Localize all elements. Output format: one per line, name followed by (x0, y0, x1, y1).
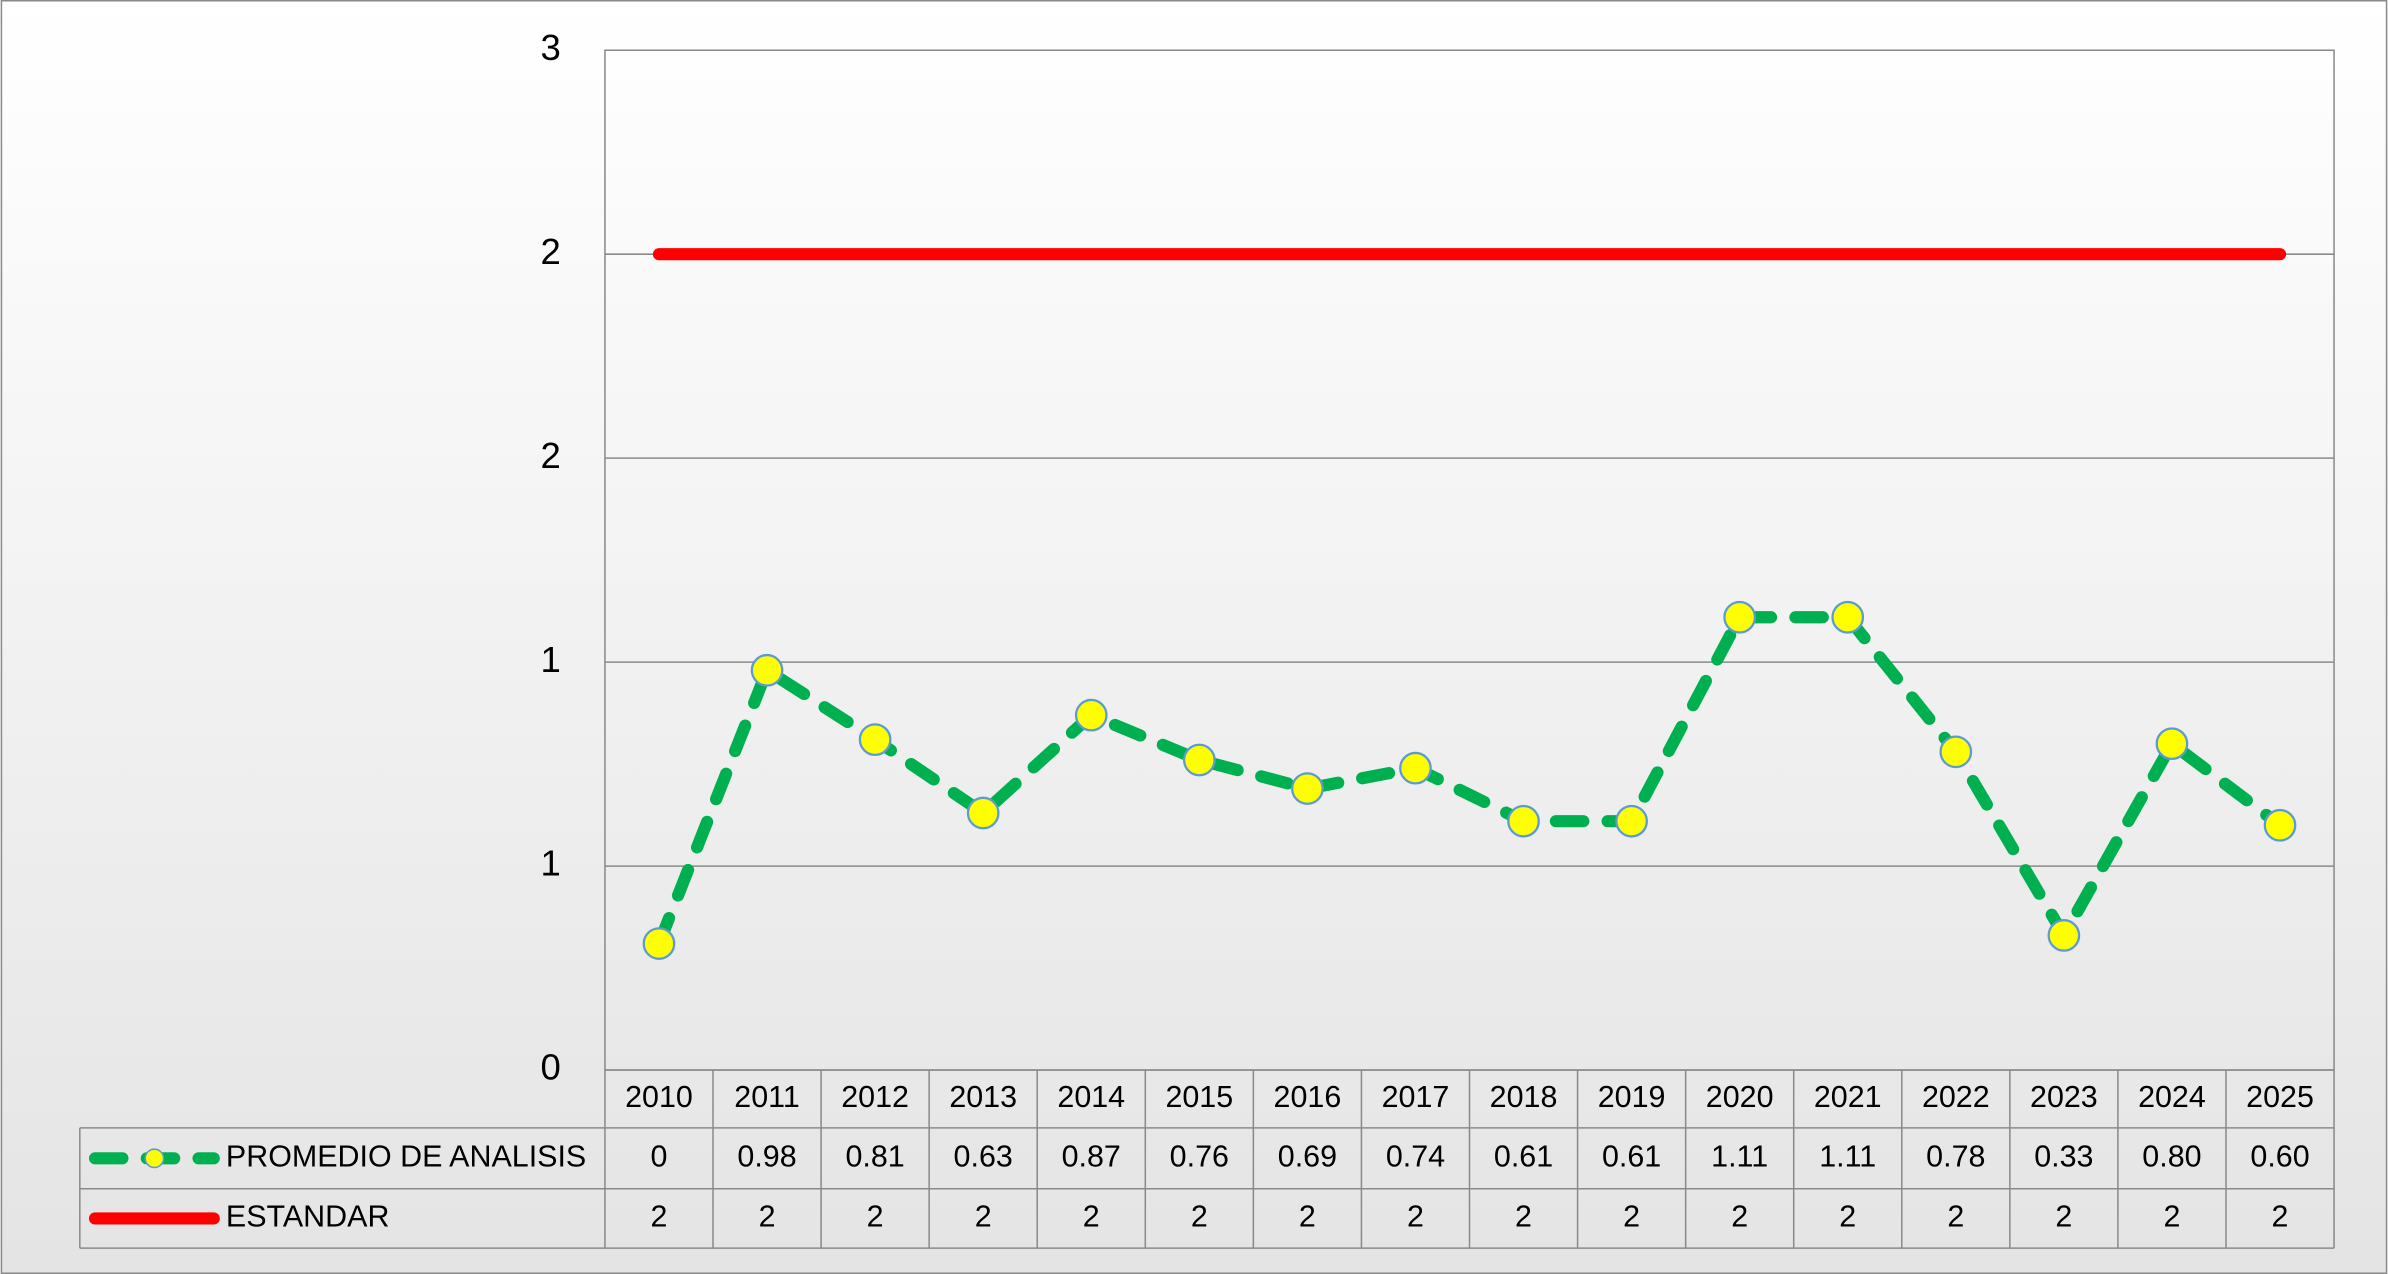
table-value: 1.11 (1819, 1139, 1876, 1173)
table-value: 1.11 (1711, 1139, 1768, 1173)
table-value: 2 (975, 1199, 992, 1233)
marker (1615, 804, 1648, 838)
x-tick-label: 2023 (2030, 1080, 2098, 1114)
table-value: 0.74 (1386, 1139, 1445, 1173)
table-value: 0.78 (1926, 1139, 1985, 1173)
marker (1723, 600, 1757, 634)
table-value: 0.61 (1602, 1139, 1661, 1173)
table-value: 0 (651, 1139, 668, 1173)
marker (1182, 743, 1216, 777)
table-value: 2 (1407, 1199, 1424, 1233)
x-tick-label: 2013 (949, 1080, 1017, 1114)
table-value: 0.63 (954, 1139, 1013, 1173)
marker (1291, 772, 1324, 805)
marker (1939, 735, 1973, 769)
table-value: 0.33 (2034, 1139, 2093, 1173)
y-tick-label: 2 (540, 435, 560, 476)
x-tick-label: 2010 (625, 1080, 693, 1114)
table-value: 2 (759, 1199, 776, 1233)
table-value: 0.81 (845, 1139, 904, 1173)
x-tick-label: 2011 (734, 1080, 799, 1114)
table-value: 2 (1623, 1199, 1640, 1233)
table-value: 0.69 (1278, 1139, 1337, 1173)
y-tick-label: 0 (540, 1047, 560, 1088)
x-tick-label: 2022 (1922, 1080, 1990, 1114)
marker (642, 927, 676, 960)
table-value: 2 (1947, 1199, 1964, 1233)
legend-label: PROMEDIO DE ANALISIS (226, 1139, 586, 1173)
y-tick-label: 2 (540, 231, 560, 272)
table-value: 0.76 (1170, 1139, 1229, 1173)
table-value: 0.60 (2250, 1139, 2309, 1173)
table-value: 0.61 (1494, 1139, 1553, 1173)
x-tick-label: 2021 (1814, 1080, 1882, 1114)
marker (1831, 600, 1865, 634)
table-value: 2 (1731, 1199, 1748, 1233)
table-value: 2 (1299, 1199, 1316, 1233)
legend-label: ESTANDAR (226, 1199, 389, 1233)
marker (1074, 698, 1108, 732)
y-tick-label: 3 (540, 27, 560, 68)
y-tick-label: 1 (540, 639, 560, 680)
table-value: 2 (2055, 1199, 2072, 1233)
table-value: 2 (867, 1199, 884, 1233)
x-tick-label: 2019 (1598, 1080, 1666, 1114)
legend-marker (144, 1148, 165, 1169)
marker (858, 723, 892, 756)
x-tick-label: 2015 (1165, 1080, 1233, 1114)
x-tick-label: 2020 (1706, 1080, 1774, 1114)
x-tick-label: 2025 (2246, 1080, 2314, 1114)
x-tick-label: 2016 (1274, 1080, 1342, 1114)
y-tick-label: 1 (540, 843, 560, 884)
marker (2155, 727, 2189, 761)
table-value: 2 (651, 1199, 668, 1233)
table-value: 2 (1839, 1199, 1856, 1233)
marker (966, 796, 1000, 830)
marker (1507, 804, 1540, 838)
marker (750, 653, 784, 687)
table-value: 0.98 (737, 1139, 796, 1173)
marker (1399, 751, 1432, 785)
table-value: 0.87 (1062, 1139, 1121, 1173)
marker (2263, 808, 2297, 842)
marker (2047, 919, 2081, 952)
table-value: 2 (2163, 1199, 2180, 1233)
x-tick-label: 2012 (841, 1080, 909, 1114)
table-value: 0.80 (2142, 1139, 2201, 1173)
table-value: 2 (1191, 1199, 1208, 1233)
table-value: 2 (1083, 1199, 1100, 1233)
table-value: 2 (1515, 1199, 1532, 1233)
x-tick-label: 2018 (1490, 1080, 1558, 1114)
series-line (652, 611, 2287, 950)
x-tick-label: 2014 (1057, 1080, 1125, 1114)
table-value: 2 (2272, 1199, 2289, 1233)
x-tick-label: 2024 (2138, 1080, 2206, 1114)
x-tick-label: 2017 (1382, 1080, 1450, 1114)
